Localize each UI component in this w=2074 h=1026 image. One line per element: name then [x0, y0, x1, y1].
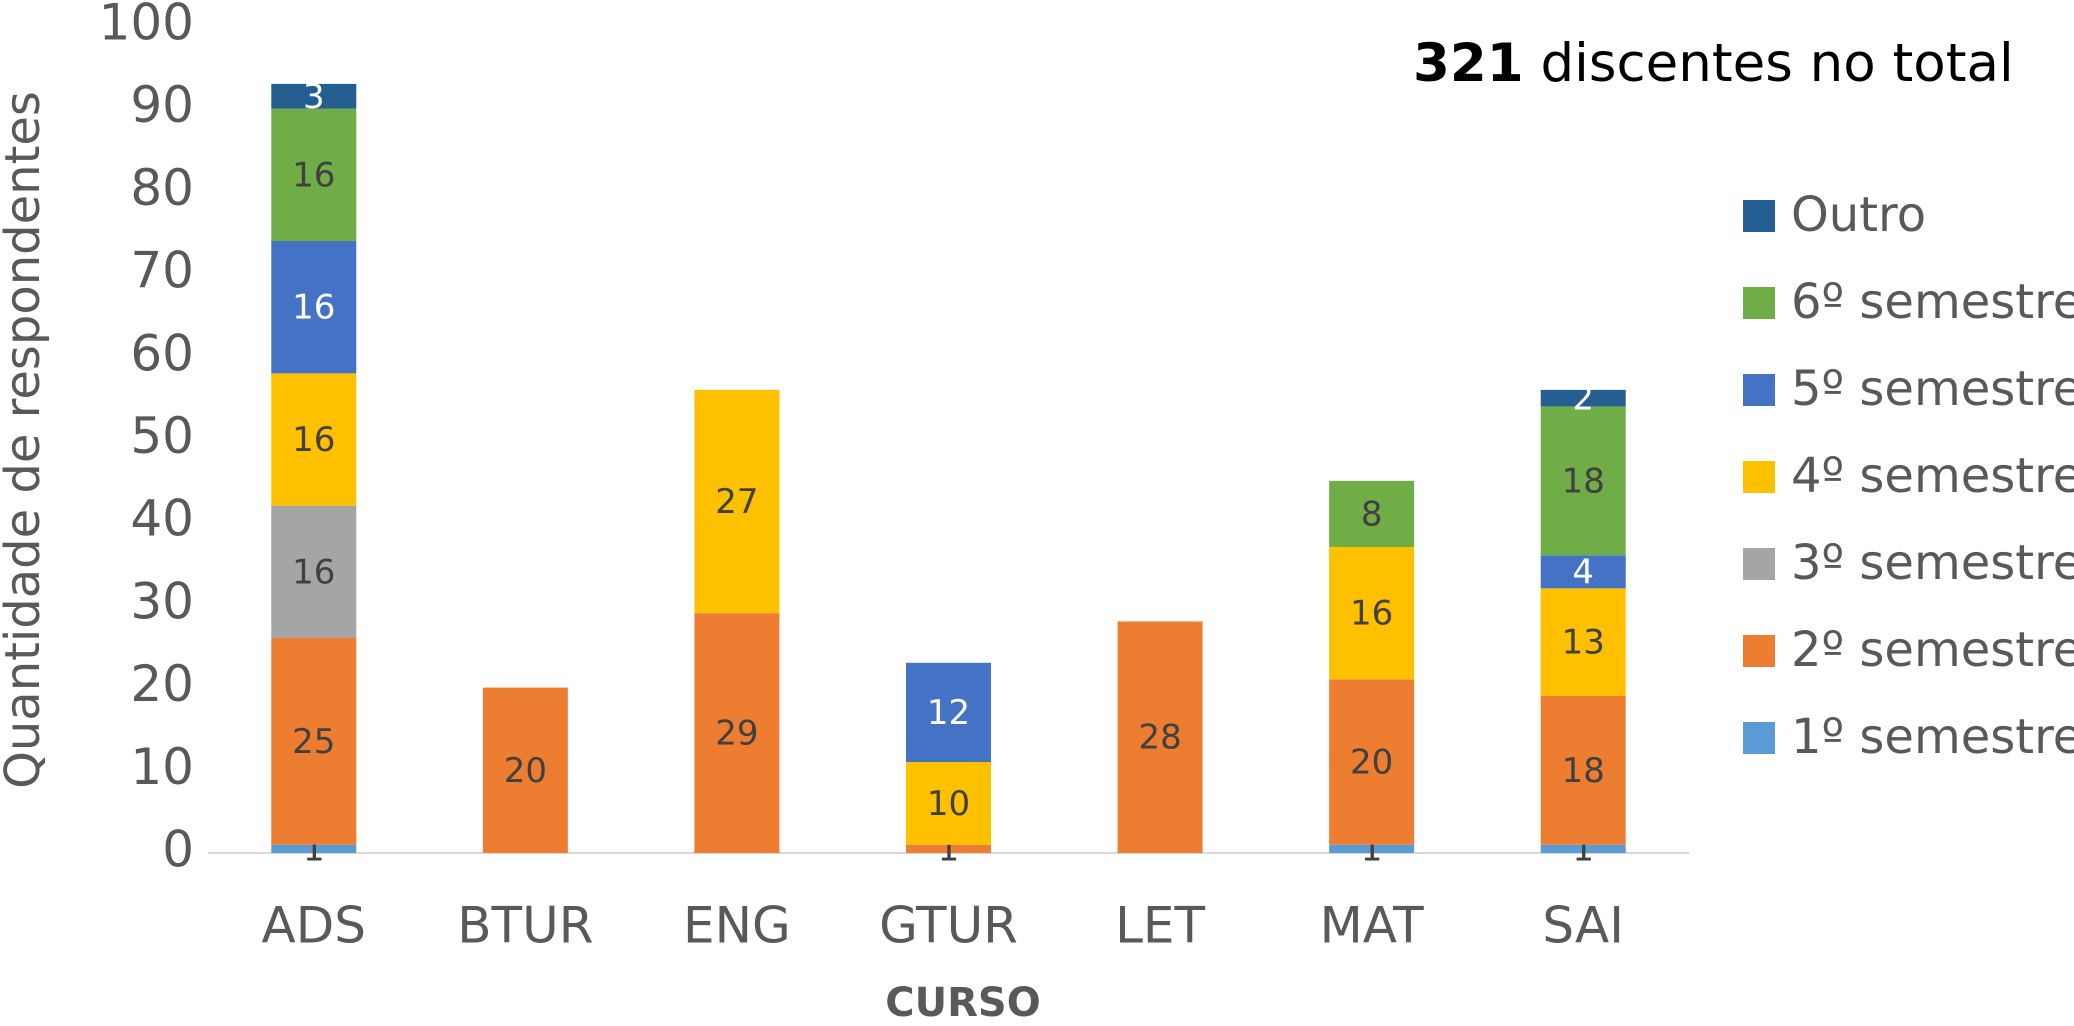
y-tick-label: 90	[130, 76, 194, 134]
value-label: 16	[292, 288, 335, 328]
value-label: 20	[1350, 743, 1393, 783]
value-label: 18	[1562, 461, 1605, 501]
bar-segment	[482, 687, 568, 853]
annotation-text: discentes no total	[1541, 33, 2014, 94]
bar-segment	[1329, 679, 1415, 845]
value-label: 20	[504, 751, 547, 791]
x-tick-label: SAI	[1542, 897, 1624, 955]
x-tick-label: LET	[1115, 897, 1205, 955]
legend-swatch	[1743, 374, 1775, 406]
bar-segment	[906, 662, 991, 763]
legend-label: 3º semestre	[1791, 535, 2074, 591]
x-tick-label: GTUR	[879, 897, 1018, 955]
y-tick-label: 10	[130, 738, 194, 796]
bar-segment	[1329, 480, 1415, 548]
legend-label: 2º semestre	[1791, 622, 2074, 678]
bar-segment	[271, 373, 357, 506]
value-label: 16	[292, 552, 335, 592]
bar-segment	[271, 83, 357, 109]
legend-label: Outro	[1791, 187, 1926, 243]
value-label: 2	[1572, 379, 1594, 419]
bar-segment	[1329, 844, 1415, 853]
legend-swatch	[1743, 722, 1775, 754]
legend-swatch	[1743, 200, 1775, 232]
y-tick-label: 70	[130, 242, 194, 300]
value-label: 8	[1361, 494, 1383, 534]
bar-segment	[271, 505, 357, 638]
y-tick-label: 20	[130, 655, 194, 713]
bar-segment	[1540, 389, 1626, 407]
y-tick-label: 30	[130, 572, 194, 630]
legend-swatch	[1743, 548, 1775, 580]
y-tick-label: 100	[99, 0, 194, 52]
annotation-number: 321	[1413, 33, 1524, 94]
legend-label: 1º semestre	[1791, 709, 2074, 765]
bar-segment	[1540, 406, 1626, 556]
bar-segment	[1329, 547, 1415, 680]
legend-label: 6º semestre	[1791, 274, 2074, 330]
value-label: 16	[1350, 594, 1393, 634]
value-label: 3	[303, 77, 325, 117]
value-label: 28	[1138, 718, 1181, 758]
bar-segment	[271, 844, 357, 853]
value-label: 13	[1562, 623, 1605, 663]
legend-label: 5º semestre	[1791, 361, 2074, 417]
y-tick-label: 0	[162, 821, 194, 879]
value-label: 16	[292, 155, 335, 195]
value-label: 18	[1562, 751, 1605, 791]
bar-segment	[694, 613, 780, 853]
bar-segment	[1540, 695, 1626, 845]
x-tick-label: ADS	[262, 897, 366, 955]
y-tick-label: 50	[130, 407, 194, 465]
legend-swatch	[1743, 287, 1775, 319]
value-label: 29	[715, 714, 758, 754]
y-tick-label: 60	[130, 324, 194, 382]
bar-segment	[1540, 844, 1626, 853]
bar-segment	[906, 762, 991, 845]
y-axis-label: Quantidade de respondentes	[0, 91, 51, 789]
x-tick-label: MAT	[1320, 897, 1424, 955]
legend-swatch	[1743, 635, 1775, 667]
bar-segment	[271, 241, 357, 374]
y-tick-label: 80	[130, 159, 194, 217]
value-label: 16	[292, 420, 335, 460]
x-tick-label: ENG	[683, 897, 791, 955]
bar-segment	[906, 844, 991, 853]
y-tick-label: 40	[130, 490, 194, 548]
value-label: 10	[927, 784, 970, 824]
bar-segment	[1117, 621, 1203, 853]
legend-label: 4º semestre	[1791, 448, 2074, 504]
annotation: 321 discentes no total	[1413, 33, 2014, 94]
bar-segment	[694, 389, 780, 614]
x-tick-label: BTUR	[457, 897, 593, 955]
legend-swatch	[1743, 461, 1775, 493]
bar-segment	[271, 637, 357, 845]
value-label: 4	[1572, 552, 1594, 592]
bar-segment	[1540, 588, 1626, 696]
x-axis-label: CURSO	[885, 980, 1040, 1026]
bar-segment	[1540, 555, 1626, 589]
value-label: 27	[715, 482, 758, 522]
value-label: 12	[927, 693, 970, 733]
value-label: 25	[292, 722, 335, 762]
bar-segment	[271, 108, 357, 242]
